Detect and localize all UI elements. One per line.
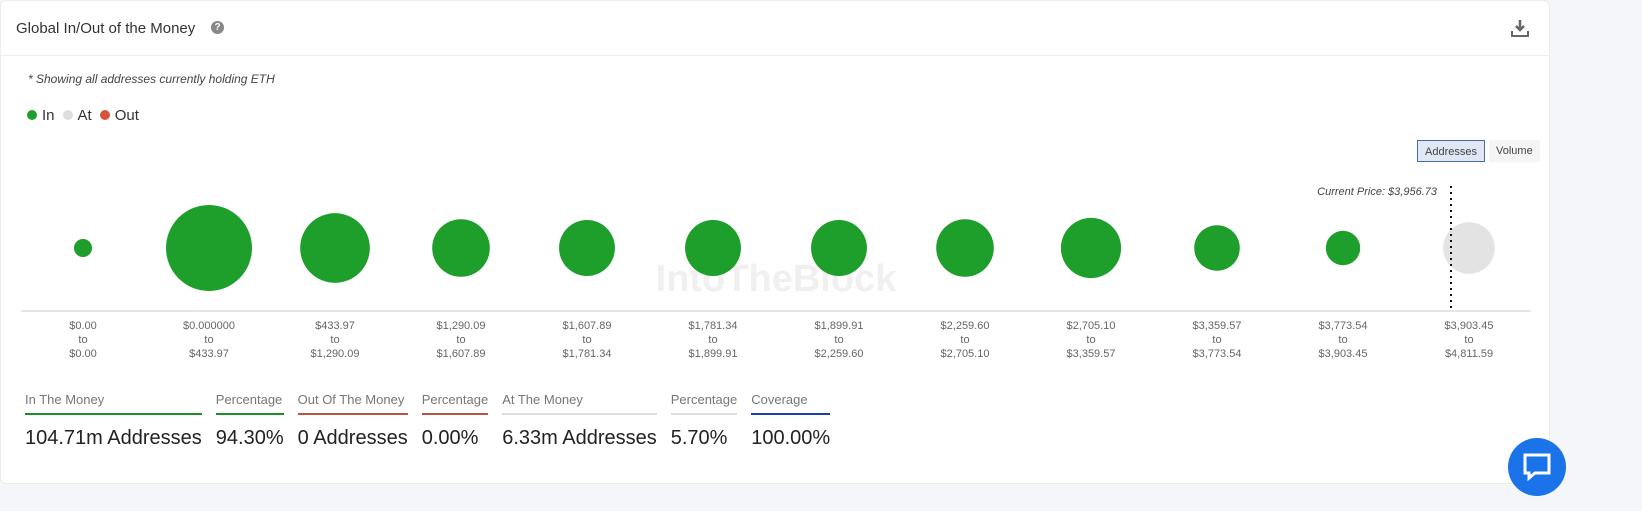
bubble[interactable]: [166, 205, 252, 291]
stat-label: Percentage: [421, 392, 489, 415]
stat-label: In The Money: [25, 392, 202, 415]
tick-label: to: [1086, 334, 1095, 346]
tick-label: $3,903.45: [1319, 348, 1368, 360]
legend: In At Out: [27, 107, 139, 124]
stat-value: 94.30%: [215, 427, 284, 449]
at-dot-icon: [62, 110, 73, 120]
tick-label: to: [834, 334, 843, 346]
stat-0: In The Money 104.71m Addresses: [25, 392, 202, 450]
chat-icon: [1523, 453, 1551, 482]
current-price-label: Current Price: $3,956.73: [1317, 186, 1438, 198]
bubble[interactable]: [685, 220, 741, 276]
stat-label: Coverage: [751, 392, 831, 415]
tick-label: $433.97: [189, 348, 229, 360]
tick-label: $2,705.10: [1067, 320, 1116, 332]
chat-button[interactable]: [1508, 438, 1566, 496]
stat-2: Out Of The Money 0 Addresses: [297, 392, 408, 450]
legend-at[interactable]: At: [62, 107, 92, 124]
tick-label: $1,899.91: [689, 348, 738, 360]
bubble[interactable]: [811, 220, 867, 276]
tick-label: to: [1212, 334, 1221, 346]
tick-label: $3,773.54: [1193, 348, 1242, 360]
stat-3: Percentage 0.00%: [421, 392, 489, 450]
tick-label: $2,705.10: [941, 348, 990, 360]
holding-note: * Showing all addresses currently holdin…: [28, 72, 275, 86]
bubble-chart: IntoTheBlock$0.00to$0.00$0.000000to$433.…: [21, 186, 1531, 360]
tick-label: to: [582, 334, 591, 346]
tick-label: $3,359.57: [1193, 320, 1242, 332]
tick-label: $0.00: [69, 320, 97, 332]
bubble[interactable]: [73, 238, 93, 258]
tick-label: $4,811.59: [1445, 348, 1493, 360]
stat-value: 104.71m Addresses: [25, 427, 202, 449]
volume-toggle[interactable]: Volume: [1489, 140, 1540, 162]
tick-label: $2,259.60: [815, 348, 864, 360]
tick-label: $3,359.57: [1067, 348, 1116, 360]
tick-label: to: [708, 334, 717, 346]
tick-label: to: [1464, 334, 1473, 346]
tick-label: $3,773.54: [1319, 320, 1368, 332]
tick-label: $1,607.89: [563, 320, 612, 332]
legend-in[interactable]: In: [27, 107, 55, 124]
tick-label: $1,290.09: [311, 348, 360, 360]
card-title: Global In/Out of the Money: [16, 20, 196, 37]
stat-5: Percentage 5.70%: [670, 392, 738, 450]
tick-label: $1,781.34: [689, 320, 738, 332]
tick-label: $0.00: [69, 348, 97, 360]
stat-label: Percentage: [215, 392, 284, 415]
bubble[interactable]: [432, 219, 490, 277]
stat-label: Percentage: [670, 392, 738, 415]
stat-value: 100.00%: [751, 427, 831, 449]
bubble[interactable]: [1443, 222, 1495, 274]
in-dot-icon: [27, 110, 37, 120]
card-header: Global In/Out of the Money ?: [1, 1, 1549, 56]
legend-at-label: At: [77, 107, 92, 124]
legend-in-label: In: [42, 107, 55, 124]
tick-label: $2,259.60: [941, 320, 990, 332]
bubble[interactable]: [1325, 230, 1361, 266]
out-dot-icon: [99, 110, 110, 120]
tick-label: $3,903.45: [1445, 320, 1494, 332]
bubble[interactable]: [1194, 225, 1240, 271]
bubble[interactable]: [936, 219, 994, 277]
legend-out[interactable]: Out: [99, 107, 139, 124]
tick-label: to: [1338, 334, 1347, 346]
download-icon[interactable]: [1511, 19, 1529, 37]
stat-1: Percentage 94.30%: [215, 392, 284, 450]
tick-label: $1,899.91: [815, 320, 864, 332]
bubble[interactable]: [300, 213, 370, 283]
stat-6: Coverage 100.00%: [751, 392, 831, 450]
stat-value: 6.33m Addresses: [502, 427, 657, 449]
stat-value: 0.00%: [421, 427, 479, 449]
stat-value: 0 Addresses: [297, 427, 408, 449]
tick-label: $1,607.89: [437, 348, 486, 360]
chart-card: Global In/Out of the Money ? * Showing a…: [0, 0, 1550, 484]
tick-label: to: [78, 334, 87, 346]
stat-label: Out Of The Money: [297, 392, 408, 415]
addresses-toggle[interactable]: Addresses: [1417, 140, 1485, 162]
tick-label: $0.000000: [183, 320, 235, 332]
stat-value: 5.70%: [670, 427, 728, 449]
tick-label: to: [456, 334, 465, 346]
tick-label: $1,781.34: [563, 348, 612, 360]
tick-label: to: [960, 334, 969, 346]
tick-label: to: [330, 334, 339, 346]
question-circle-icon[interactable]: ?: [211, 21, 224, 34]
stats-row: In The Money 104.71m Addresses Percentage 9…: [25, 392, 831, 450]
stat-label: At The Money: [502, 392, 657, 415]
bubble[interactable]: [1060, 217, 1122, 279]
legend-out-label: Out: [114, 107, 139, 124]
tick-label: $433.97: [315, 320, 355, 332]
tick-label: $1,290.09: [437, 320, 486, 332]
bubble[interactable]: [559, 220, 615, 276]
tick-label: to: [204, 334, 213, 346]
stat-4: At The Money 6.33m Addresses: [502, 392, 657, 450]
